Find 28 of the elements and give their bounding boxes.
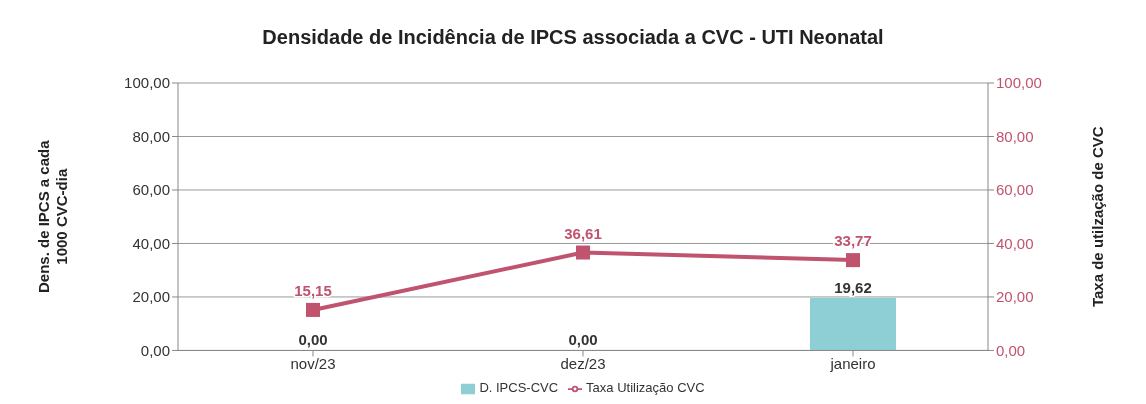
x-tick-label: dez/23 [560, 355, 606, 373]
legend-label: D. IPCS-CVC [479, 380, 559, 396]
y-tick-label: 40,00 [132, 234, 170, 252]
point [846, 253, 860, 268]
data-label: 19,62 [834, 278, 872, 296]
y-tick-label: 60,00 [132, 181, 170, 199]
y2-tick-label: 40,00 [996, 234, 1034, 252]
y-tick-label: 20,00 [132, 288, 170, 306]
y-tick-label: 80,00 [132, 127, 170, 145]
data-label: 0,00 [568, 331, 598, 349]
data-label: 36,61 [564, 224, 602, 242]
y-axis-title: Dens. de IPCS a cada 1000 CVC-dia [35, 139, 70, 294]
data-label: 0,00 [298, 331, 328, 349]
x-tick-label: nov/23 [290, 355, 336, 373]
y-tick-label: 100,00 [124, 74, 170, 92]
y2-tick-label: 20,00 [996, 288, 1034, 306]
y-tick-label: 0,00 [140, 341, 170, 359]
x-tick-label: janeiro [829, 355, 876, 373]
point [306, 302, 320, 317]
chart-title: Densidade de Incidência de IPCS associada a CVC - UTI Neonatal [261, 25, 885, 50]
y2-tick-label: 100,00 [996, 74, 1042, 92]
y2-tick-label: 0,00 [996, 341, 1026, 359]
y2-tick-label: 60,00 [996, 181, 1034, 199]
legend-label: Taxa Utilização CVC [586, 380, 705, 396]
y2-tick-label: 80,00 [996, 127, 1034, 145]
point [576, 245, 590, 260]
y2-axis-title: Taxa de utilzação de CVC [1089, 126, 1106, 308]
data-label: 15,15 [294, 281, 332, 299]
